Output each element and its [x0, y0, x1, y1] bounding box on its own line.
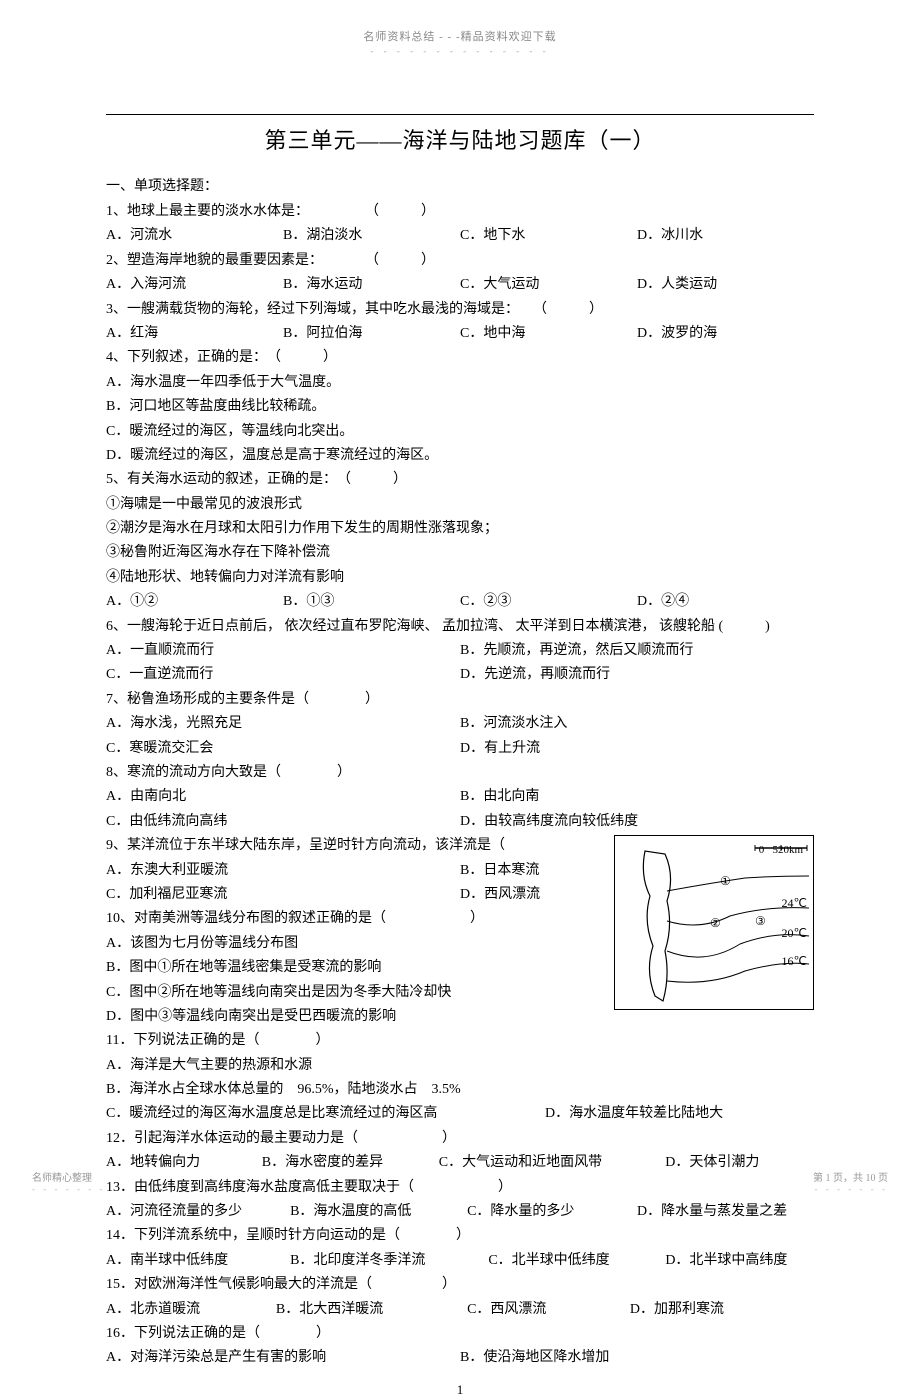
q3-stem: 3、一艘满载货物的海轮，经过下列海域，其中吃水最浅的海域是： （ ）	[106, 299, 814, 321]
header-watermark: 名师资料总结 - - -精品资料欢迎下载	[0, 0, 920, 44]
q4-a: A．海水温度一年四季低于大气温度。	[106, 372, 814, 394]
map-label-3: ③	[755, 914, 766, 929]
map-label-1: ①	[720, 874, 731, 889]
header-dots: - - - - - - - - - - - - - -	[0, 46, 920, 56]
isotherm-map: 0 520km ① ② ③ 24℃ 20℃ 16℃	[614, 835, 814, 1010]
q12-options: A．地转偏向力 B．海水密度的差异 C．大气运动和近地面风带 D．天体引潮力	[106, 1152, 814, 1174]
q15-options: A．北赤道暖流 B．北大西洋暖流 C．西风漂流 D．加那利寒流	[106, 1299, 814, 1321]
map-scale: 0 520km	[759, 844, 803, 856]
q4-c: C．暖流经过的海区，等温线向北突出。	[106, 421, 814, 443]
q6-cd: C．一直逆流而行 D．先逆流，再顺流而行	[106, 664, 814, 686]
q5-s3: ③秘鲁附近海区海水存在下降补偿流	[106, 542, 814, 564]
q7-stem: 7、秘鲁渔场形成的主要条件是（ ）	[106, 689, 814, 711]
map-label-2: ②	[710, 916, 721, 931]
footer-right: 第 1 页，共 10 页 - - - - - - -	[813, 1169, 888, 1194]
map-wrap-section: 0 520km ① ② ③ 24℃ 20℃ 16℃ 9、某洋流位于东半球大陆东岸…	[106, 835, 814, 1077]
q16-stem: 16．下列说法正确的是（ ）	[106, 1323, 814, 1345]
q13-options: A．河流径流量的多少 B．海水温度的高低 C．降水量的多少 D．降水量与蒸发量之…	[106, 1201, 814, 1223]
q6-ab: A．一直顺流而行 B．先顺流，再逆流，然后又顺流而行	[106, 640, 814, 662]
q2-stem: 2、塑造海岸地貌的最重要因素是： （ ）	[106, 250, 814, 272]
q11-cd: C．暖流经过的海区海水温度总是比寒流经过的海区高 D．海水温度年较差比陆地大	[106, 1103, 814, 1125]
q4-b: B．河口地区等盐度曲线比较稀疏。	[106, 396, 814, 418]
q4-d: D．暖流经过的海区，温度总是高于寒流经过的海区。	[106, 445, 814, 467]
map-temp-24: 24℃	[782, 896, 807, 911]
q8-ab: A．由南向北 B．由北向南	[106, 786, 814, 808]
q4-stem: 4、下列叙述，正确的是： （ ）	[106, 347, 814, 369]
q13-stem: 13．由低纬度到高纬度海水盐度高低主要取决于（ ）	[106, 1177, 814, 1199]
q12-stem: 12．引起海洋水体运动的最主要动力是（ ）	[106, 1128, 814, 1150]
q5-s4: ④陆地形状、地转偏向力对洋流有影响	[106, 567, 814, 589]
q14-options: A．南半球中低纬度 B．北印度洋冬季洋流 C．北半球中低纬度 D．北半球中高纬度	[106, 1250, 814, 1272]
q5-options: A．①② B．①③ C．②③ D．②④	[106, 591, 814, 613]
q3-options: A．红海 B．阿拉伯海 C．地中海 D．波罗的海	[106, 323, 814, 345]
q7-ab: A．海水浅，光照充足 B．河流淡水注入	[106, 713, 814, 735]
q11-a: A．海洋是大气主要的热源和水源	[106, 1055, 814, 1077]
section-heading: 一、单项选择题：	[106, 175, 814, 195]
q1-options: A．河流水 B．湖泊淡水 C．地下水 D．冰川水	[106, 225, 814, 247]
q14-stem: 14．下列洋流系统中，呈顺时针方向运动的是（ ）	[106, 1225, 814, 1247]
q2-options: A．入海河流 B．海水运动 C．大气运动 D．人类运动	[106, 274, 814, 296]
q5-stem: 5、有关海水运动的叙述，正确的是： （ ）	[106, 469, 814, 491]
q7-cd: C．寒暖流交汇会 D．有上升流	[106, 738, 814, 760]
q5-s1: ①海啸是一中最常见的波浪形式	[106, 494, 814, 516]
map-temp-16: 16℃	[782, 954, 807, 969]
main-content: 第三单元——海洋与陆地习题库（一） 一、单项选择题： 1、地球上最主要的淡水水体…	[0, 56, 920, 1398]
q11-b: B．海洋水占全球水体总量的 96.5%，陆地淡水占 3.5%	[106, 1079, 814, 1101]
q8-cd: C．由低纬流向高纬 D．由较高纬度流向较低纬度	[106, 811, 814, 833]
page-number: 1	[106, 1382, 814, 1398]
q11-stem: 11．下列说法正确的是（ ）	[106, 1030, 814, 1052]
q16-ab: A．对海洋污染总是产生有害的影响 B．使沿海地区降水增加	[106, 1347, 814, 1369]
top-rule	[106, 114, 814, 115]
q5-s2: ②潮汐是海水在月球和太阳引力作用下发生的周期性涨落现象；	[106, 518, 814, 540]
q8-stem: 8、寒流的流动方向大致是（ ）	[106, 762, 814, 784]
page-title: 第三单元——海洋与陆地习题库（一）	[106, 123, 814, 155]
q6-stem: 6、一艘海轮于近日点前后， 依次经过直布罗陀海峡、 孟加拉湾、 太平洋到日本横滨…	[106, 616, 814, 638]
q1-stem: 1、地球上最主要的淡水水体是： （ ）	[106, 201, 814, 223]
map-temp-20: 20℃	[782, 926, 807, 941]
footer-left: 名师精心整理 - - - - - - -	[32, 1169, 105, 1194]
q15-stem: 15．对欧洲海洋性气候影响最大的洋流是（ ）	[106, 1274, 814, 1296]
